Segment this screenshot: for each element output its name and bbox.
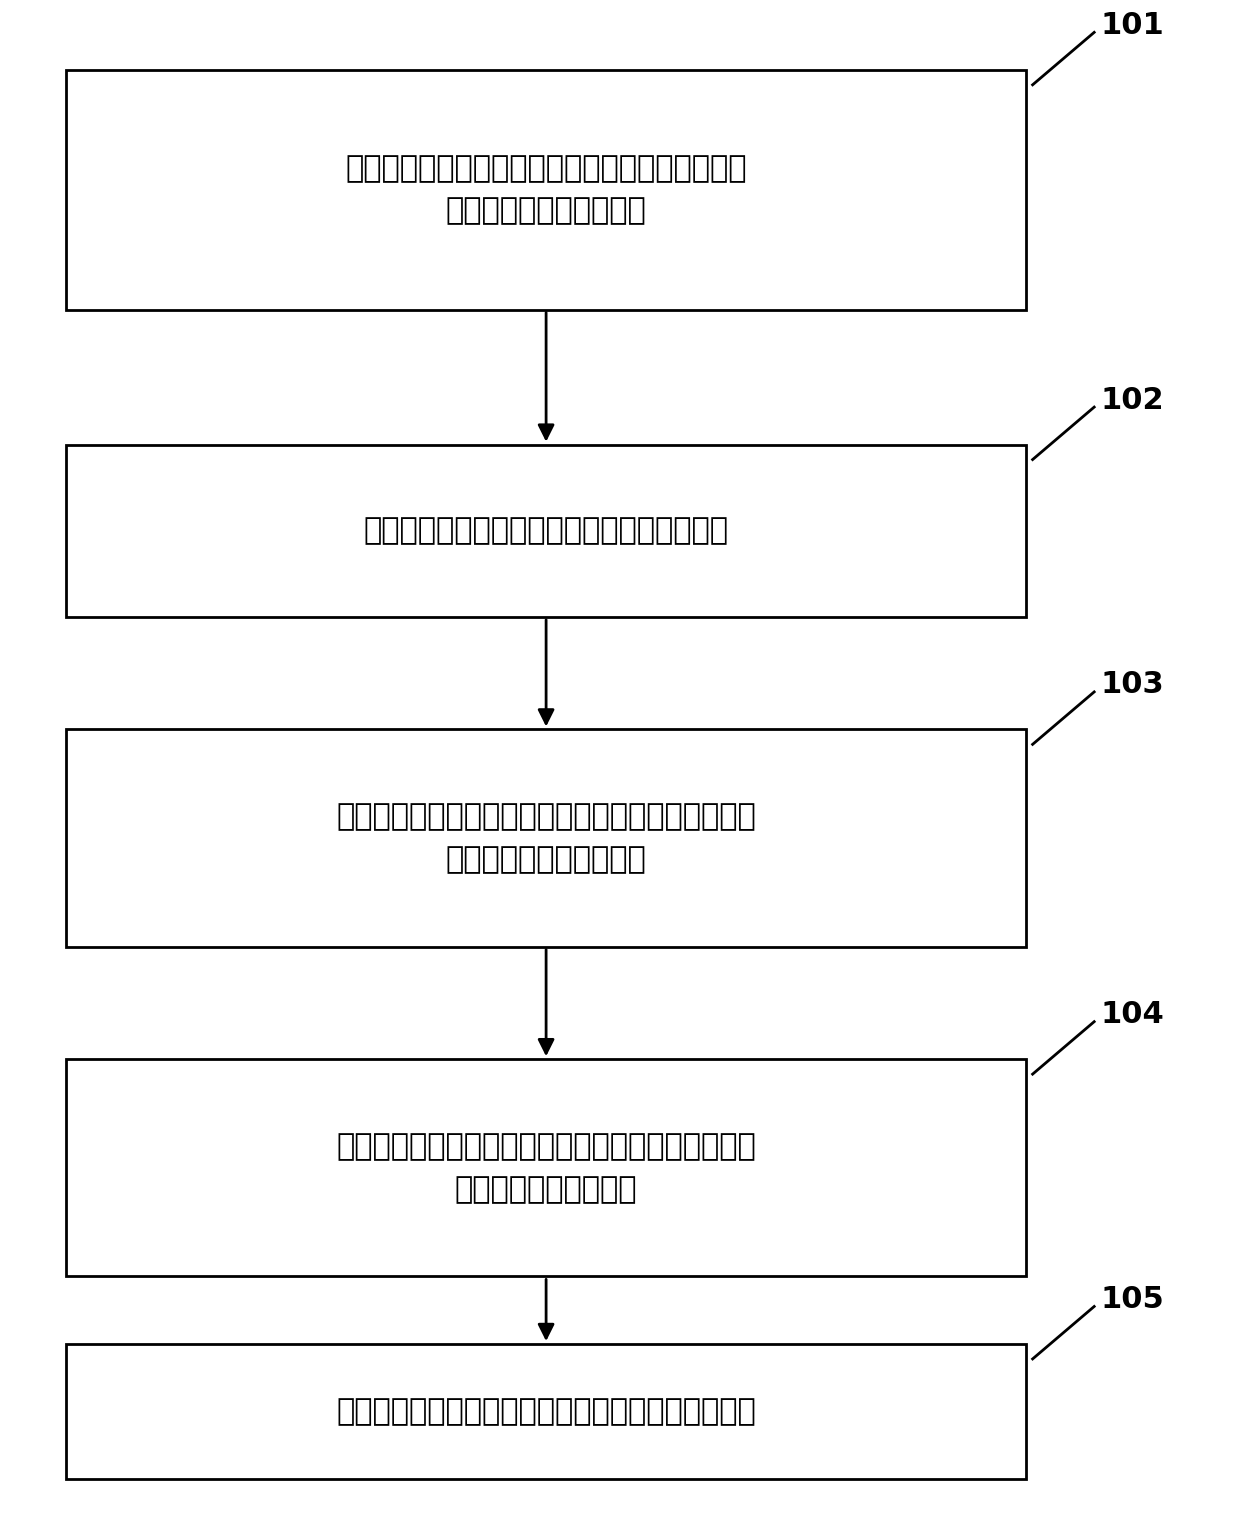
Text: 105: 105 bbox=[1100, 1285, 1164, 1313]
Text: 101: 101 bbox=[1100, 11, 1164, 39]
Text: 对所述测区进行格网划分，得到多个格网单元: 对所述测区进行格网划分，得到多个格网单元 bbox=[363, 516, 729, 545]
Bar bbox=[66, 1344, 1027, 1478]
Bar bbox=[66, 70, 1027, 310]
Text: 103: 103 bbox=[1100, 670, 1164, 699]
Text: 剔除所述异常的测深点数据，得到有效的测深点数据: 剔除所述异常的测深点数据，得到有效的测深点数据 bbox=[336, 1396, 756, 1425]
Bar bbox=[66, 1059, 1027, 1277]
Text: 获取通过多波束测量得到的测深点数据，并确定所
述测深点数据对应的测区: 获取通过多波束测量得到的测深点数据，并确定所 述测深点数据对应的测区 bbox=[346, 154, 746, 225]
Bar bbox=[66, 445, 1027, 617]
Text: 对所述待检测单元中的测深点数据进行异常检测，以
确定异常的测深点数据: 对所述待检测单元中的测深点数据进行异常检测，以 确定异常的测深点数据 bbox=[336, 1132, 756, 1204]
Bar bbox=[66, 729, 1027, 947]
Text: 依次将每个格网单元作为待检测单元，并获取所述待
检测单元中的测深点数据: 依次将每个格网单元作为待检测单元，并获取所述待 检测单元中的测深点数据 bbox=[336, 802, 756, 875]
Text: 102: 102 bbox=[1100, 386, 1164, 415]
Text: 104: 104 bbox=[1100, 1000, 1164, 1029]
